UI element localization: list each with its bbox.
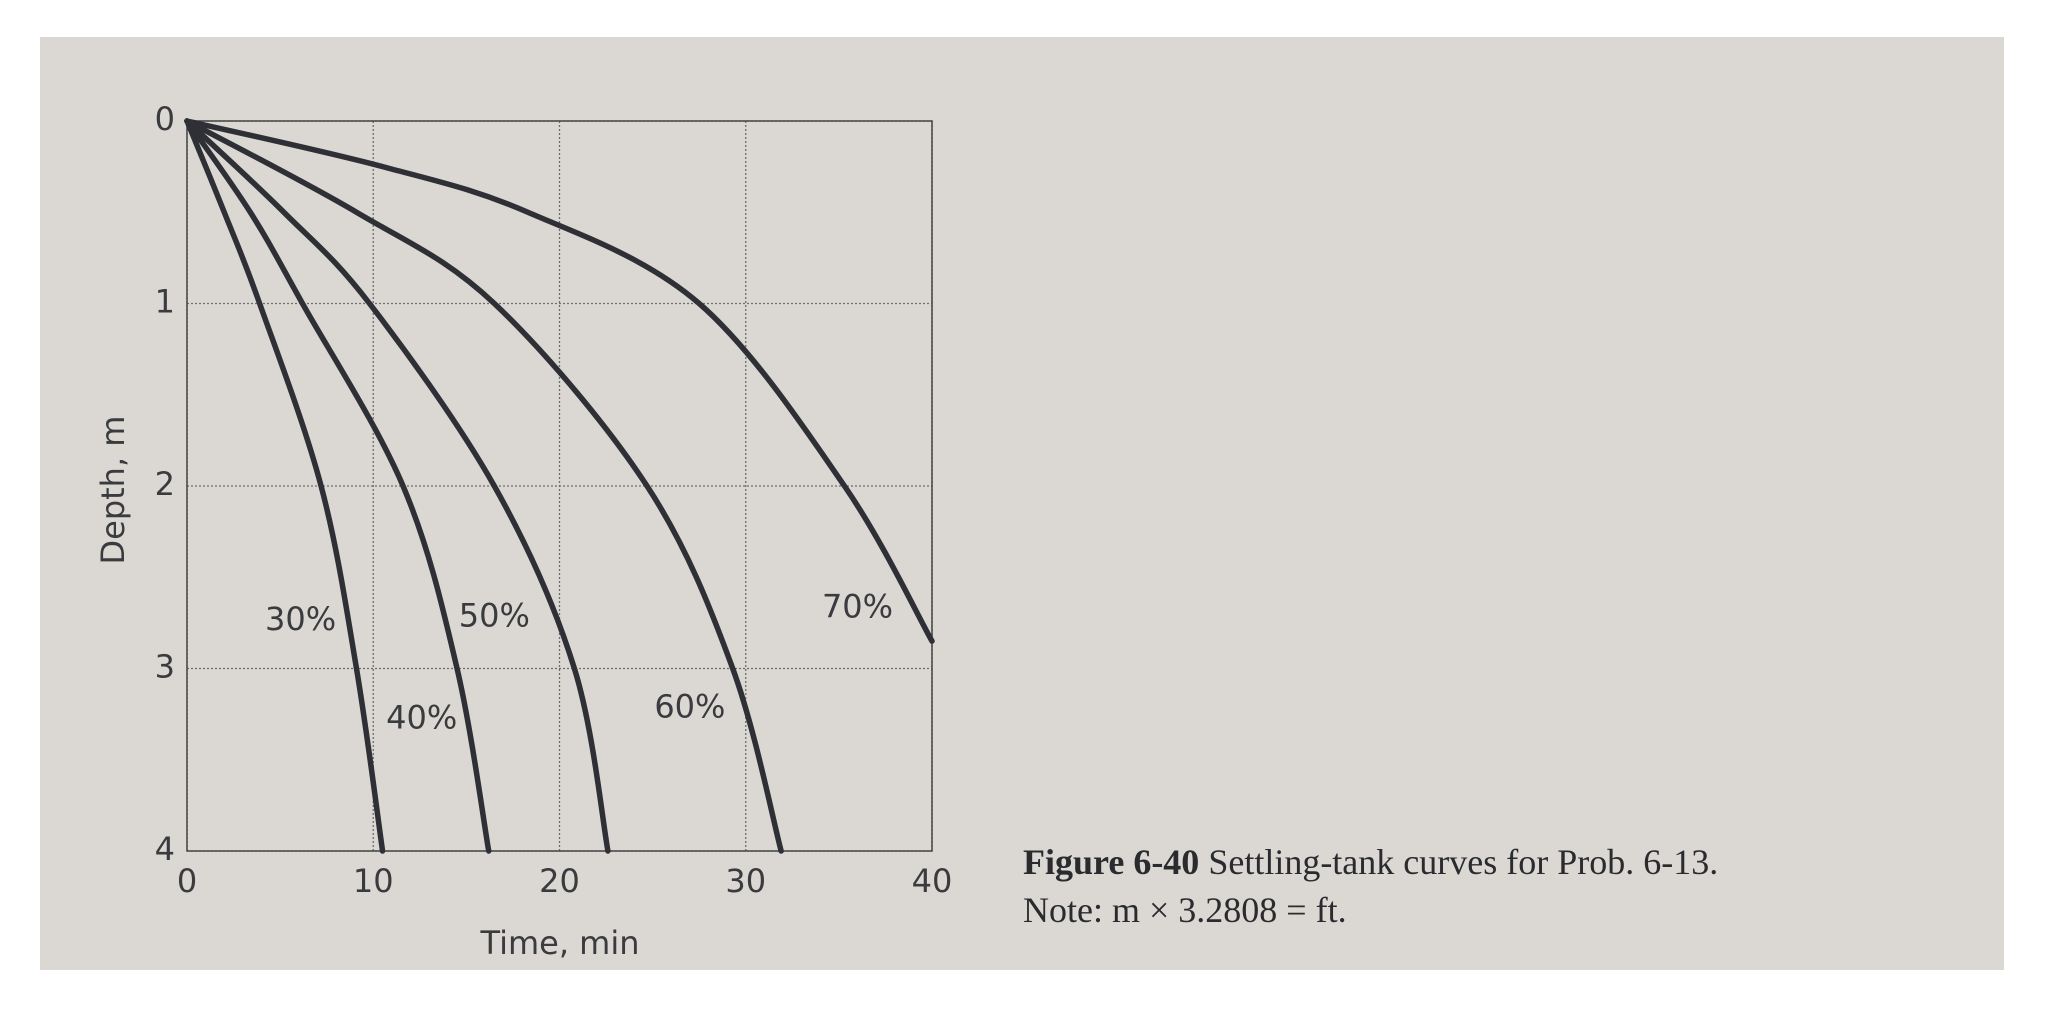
y-tick-label: 2 [155, 465, 175, 503]
curve [184, 118, 386, 854]
x-tick-label: 0 [177, 862, 197, 900]
curve-label: 60% [654, 688, 725, 726]
curve [184, 118, 611, 854]
y-tick-label: 1 [155, 283, 175, 321]
paper [40, 37, 2004, 970]
y-tick-label: 3 [155, 648, 175, 686]
x-tick-label: 30 [725, 862, 766, 900]
x-tick-label: 40 [912, 862, 953, 900]
y-axis-label: Depth, m [94, 416, 132, 565]
curve-label: 40% [386, 699, 457, 737]
x-tick-label: 10 [353, 862, 394, 900]
curve-label: 70% [822, 587, 893, 625]
curve [184, 118, 784, 854]
x-axis-label: Time, min [480, 924, 640, 962]
x-tick-label: 20 [539, 862, 580, 900]
curve [184, 118, 492, 854]
curve-label: 50% [459, 596, 530, 634]
y-tick-label: 4 [155, 830, 175, 868]
caption: Figure 6-40 Settling-tank curves for Pro… [1023, 838, 1963, 934]
curve [184, 118, 935, 644]
caption-note: Note: m × 3.2808 = ft. [1023, 890, 1347, 930]
caption-label: Figure 6-40 [1023, 842, 1200, 882]
curve-label: 30% [265, 600, 336, 638]
caption-text: Settling-tank curves for Prob. 6-13. [1208, 842, 1719, 882]
plot-frame [186, 120, 933, 852]
y-tick-label: 0 [155, 100, 175, 138]
